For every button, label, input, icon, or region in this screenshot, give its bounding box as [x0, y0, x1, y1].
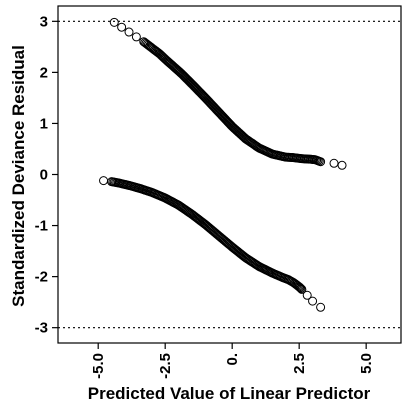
data-point — [297, 284, 307, 294]
x-tick-label: 2.5 — [291, 353, 308, 374]
x-tick-label: -2.5 — [157, 353, 174, 379]
plot-frame — [57, 5, 402, 344]
data-point — [316, 157, 326, 167]
y-axis-ticks: -3 -2 -1 0 1 2 3 — [35, 13, 58, 337]
data-point — [295, 283, 305, 293]
reference-lines — [58, 20, 401, 329]
data-point — [117, 22, 127, 32]
y-tick-label: -2 — [35, 269, 48, 286]
data-point — [124, 27, 134, 37]
data-point — [329, 158, 339, 168]
x-tick-label: 0. — [224, 353, 241, 366]
data-point — [337, 160, 347, 170]
data-point — [296, 284, 306, 294]
y-tick-label: 1 — [40, 115, 48, 132]
y-tick-label: -1 — [35, 218, 48, 235]
data-point — [131, 32, 141, 42]
x-tick-label: -5.0 — [90, 353, 107, 379]
y-tick-label: 3 — [40, 13, 48, 30]
x-axis-label: Predicted Value of Linear Predictor — [88, 384, 371, 403]
y-tick-label: -3 — [35, 320, 48, 337]
data-points — [99, 17, 347, 312]
x-tick-label: 5.0 — [358, 353, 375, 374]
y-axis-label: Standardized Deviance Residual — [9, 45, 28, 307]
data-point — [109, 17, 119, 27]
data-point — [308, 296, 318, 306]
y-tick-label: 2 — [40, 64, 48, 81]
y-tick-label: 0 — [40, 167, 48, 184]
data-point — [302, 290, 312, 300]
x-axis-ticks: -5.0 -2.5 0. 2.5 5.0 — [90, 343, 375, 379]
data-point — [316, 302, 326, 312]
data-point — [99, 176, 109, 186]
data-point — [294, 282, 304, 292]
